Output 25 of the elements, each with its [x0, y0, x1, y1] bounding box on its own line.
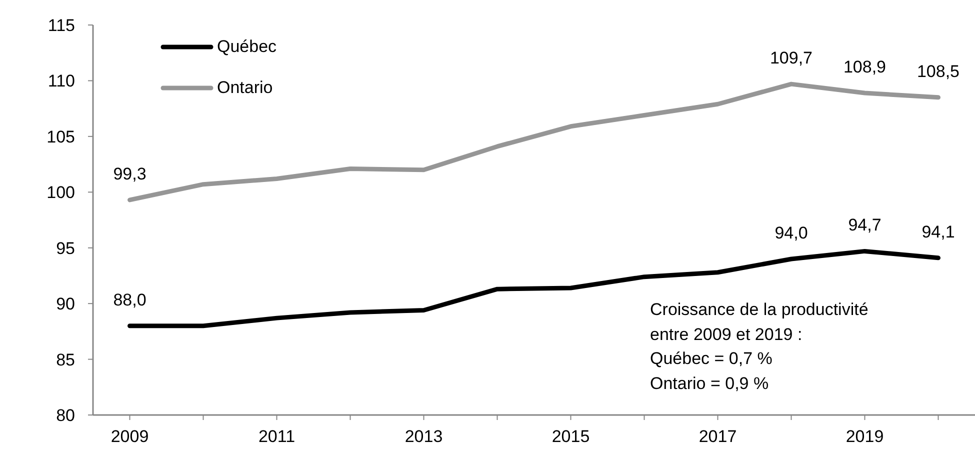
y-tick-label: 100: [46, 183, 75, 202]
legend-label: Ontario: [217, 78, 273, 98]
x-tick-label: 2011: [258, 427, 296, 446]
y-tick-label: 110: [48, 72, 75, 91]
y-tick-label: 85: [56, 350, 75, 370]
y-tick-label: 90: [56, 294, 75, 314]
data-label: 94,1: [922, 222, 955, 242]
data-label: 99,3: [113, 164, 146, 184]
x-tick-label: 2019: [846, 427, 884, 446]
x-tick-label: 2009: [110, 427, 149, 446]
data-label: 108,5: [916, 62, 960, 81]
y-tick-label: 115: [48, 16, 75, 36]
data-label: 109,7: [770, 48, 813, 68]
x-tick-label: 2013: [404, 427, 443, 446]
y-tick-label: 80: [56, 406, 75, 426]
annotation: Croissance de la productivité entre 2009 et 2019 : Québec = 0,7 % Ontario = 0,9 %: [650, 299, 868, 396]
data-label: 94,7: [848, 216, 882, 235]
data-label: 108,9: [843, 57, 886, 76]
data-label: 94,0: [774, 224, 808, 242]
x-tick-label: 2017: [698, 427, 737, 446]
y-tick-label: 105: [46, 127, 75, 146]
x-tick-label: 2015: [552, 427, 590, 446]
legend-label: Québec: [217, 36, 277, 56]
y-tick-label: 95: [56, 238, 75, 258]
data-label: 88,0: [113, 290, 146, 310]
